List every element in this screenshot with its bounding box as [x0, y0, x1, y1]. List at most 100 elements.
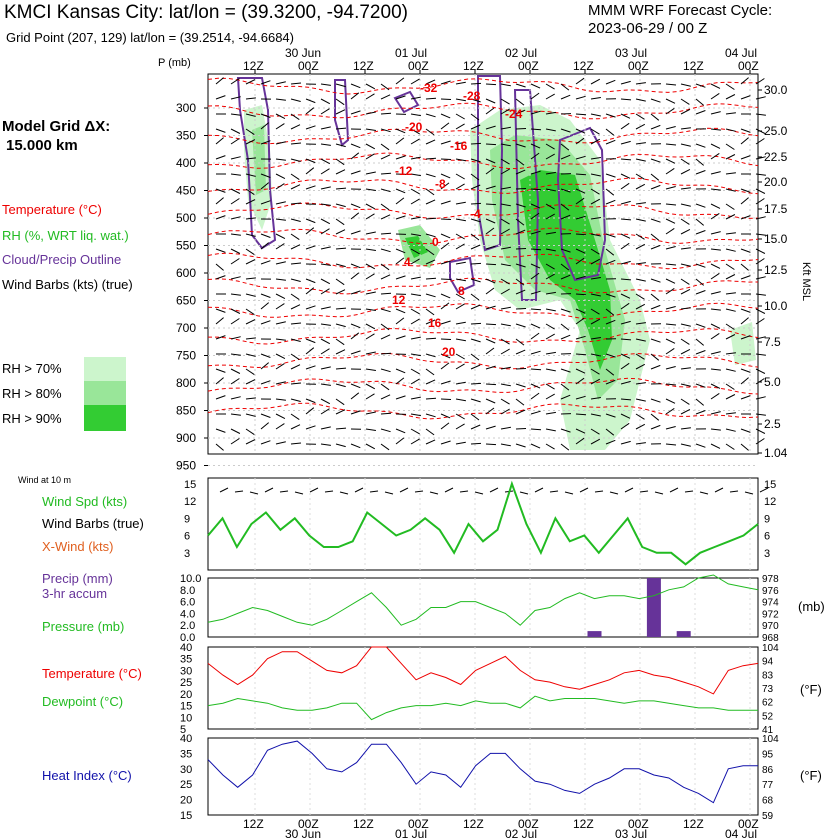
- right-tick-label: 104: [762, 643, 779, 654]
- left-tick-label: 10.0: [180, 573, 201, 585]
- wind-barb: [725, 188, 736, 192]
- wind-barb: [410, 233, 421, 237]
- wind-barb: [665, 218, 676, 224]
- wind-barb: [410, 368, 420, 375]
- wind-barb: [305, 98, 316, 104]
- wind-barb: [230, 368, 241, 374]
- wind-barb-10m: [234, 490, 244, 493]
- wind-barb: [710, 351, 721, 355]
- wind-barb: [755, 413, 766, 416]
- wind-barb: [710, 383, 721, 389]
- wind-barb: [590, 173, 601, 177]
- wind-barb: [395, 257, 405, 265]
- bottom-hour-label: 00Z: [738, 817, 759, 831]
- wind-barb: [320, 263, 331, 266]
- wind-barb: [665, 83, 677, 86]
- wind-barb: [485, 407, 495, 415]
- wind-barb: [710, 291, 721, 295]
- wind-barb: [590, 277, 601, 280]
- wind-barb: [530, 383, 541, 389]
- wind-barb: [320, 278, 331, 285]
- wind-barb: [425, 188, 435, 196]
- wind-barb: [755, 78, 765, 85]
- wind-barb: [425, 217, 437, 220]
- wind-barb: [665, 167, 675, 175]
- wind-barb: [410, 128, 420, 135]
- legend-wind-speed: Wind Spd (kts): [42, 494, 128, 509]
- wind-barb: [410, 248, 420, 255]
- left-tick-label: 20: [180, 689, 192, 701]
- wind-barb: [245, 439, 256, 445]
- wind-barb: [260, 320, 271, 325]
- wind-barb: [395, 377, 405, 385]
- wind-barb: [305, 407, 315, 415]
- wind-barb: [230, 173, 241, 176]
- wind-barb: [575, 215, 586, 220]
- wind-barb: [605, 139, 616, 145]
- wind-barb: [545, 351, 556, 355]
- wind-barb: [485, 347, 495, 355]
- wind-barb: [470, 244, 481, 250]
- wind-barb: [500, 158, 510, 165]
- temperature-contour: [207, 227, 759, 245]
- wind-barb: [650, 278, 661, 283]
- top-hour-label: 12Z: [463, 59, 484, 73]
- precip-bar: [676, 631, 691, 637]
- wind-barb: [560, 394, 571, 400]
- legend-temperature-2m: Temperature (°C): [42, 666, 142, 681]
- wind-barb: [590, 217, 601, 220]
- top-hour-label: 00Z: [518, 59, 539, 73]
- wind-barb: [485, 98, 496, 104]
- wind-barb: [620, 122, 630, 130]
- wind-barb: [530, 170, 541, 175]
- wind-barb: [335, 383, 346, 388]
- legend-pressure: Pressure (mb): [42, 619, 125, 634]
- wind-barb: [680, 143, 691, 147]
- kft-tick-label: 15.0: [764, 232, 788, 246]
- wind-barb: [485, 287, 495, 295]
- wind-barb: [545, 83, 555, 90]
- wind-barb: [470, 424, 481, 430]
- wind-barb: [320, 408, 330, 415]
- wind-barb: [725, 203, 735, 210]
- wind-barb: [380, 248, 391, 253]
- wind-barb: [620, 200, 631, 205]
- wind-barb: [425, 439, 436, 445]
- pressure-tick-label: 700: [176, 321, 196, 335]
- wind-barb: [710, 111, 721, 115]
- wind-barb: [230, 128, 241, 134]
- wind-barb: [545, 231, 556, 235]
- wind-barb: [710, 92, 720, 100]
- bottom-date-label: 04 Jul: [725, 827, 757, 840]
- wind-barb: [650, 304, 661, 310]
- wind-barb: [560, 143, 570, 151]
- heat-index-panel: 40 35 30 25 20 15 104 95 86 77 68 59: [180, 733, 779, 822]
- wind-barb: [335, 289, 346, 295]
- wind-barb: [260, 200, 271, 205]
- wind-barb: [320, 246, 331, 250]
- right-tick-label: 978: [762, 574, 779, 585]
- wind-barb: [590, 113, 601, 117]
- wind-barb: [650, 413, 660, 421]
- left-tick-label: 15: [180, 810, 192, 822]
- wind-barb: [515, 83, 526, 88]
- wind-barb: [260, 140, 271, 145]
- wind-barb: [380, 383, 390, 391]
- wind-barb-10m: [279, 490, 289, 493]
- right-tick-label: 41: [762, 725, 774, 736]
- wind-barb: [380, 412, 392, 415]
- wind-barb: [725, 128, 736, 132]
- wind-barb: [545, 111, 556, 115]
- wind-barb: [455, 338, 466, 342]
- wind-barb: [575, 257, 585, 265]
- wind-barb: [215, 248, 226, 253]
- wind-barb: [635, 262, 646, 265]
- wind-barb: [395, 95, 406, 100]
- wind-barb: [590, 248, 600, 255]
- wind-barb: [590, 258, 601, 265]
- wind-barb: [230, 293, 241, 296]
- precip-bars: [587, 578, 691, 637]
- wind-barb: [275, 423, 285, 430]
- wind-barb: [380, 112, 392, 115]
